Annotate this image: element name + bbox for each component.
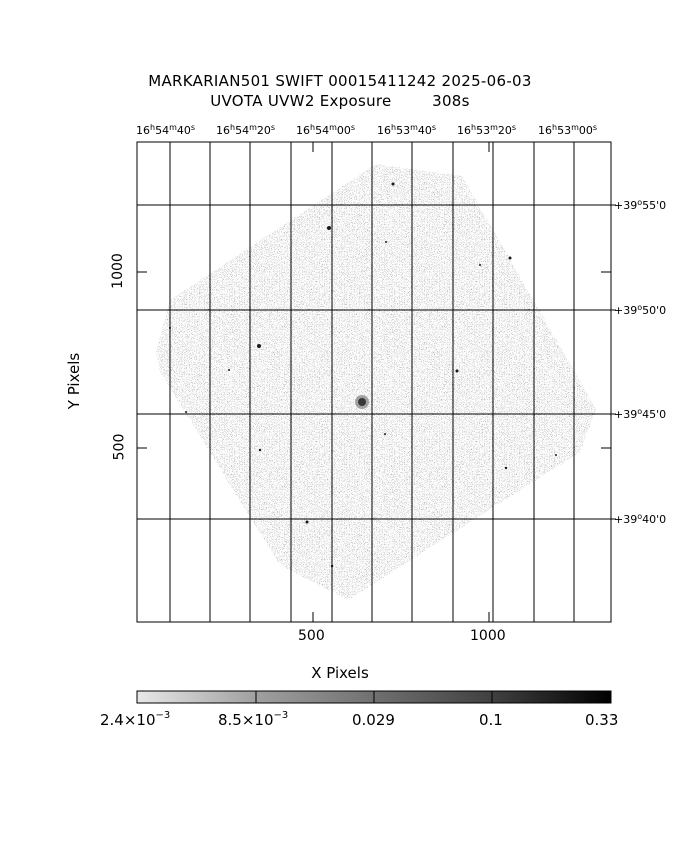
ra-label: 16h54m00s xyxy=(296,123,356,137)
y-axis-label: Y Pixels xyxy=(65,352,84,410)
ra-label: 16h54m20s xyxy=(216,123,276,137)
figure-title-line1: MARKARIAN501 SWIFT 00015411242 2025-06-0… xyxy=(148,72,532,90)
colorbar-tick-label: 0.1 xyxy=(479,711,503,729)
ra-label: 16h54m40s xyxy=(136,123,196,137)
dec-label: +39o50'0 xyxy=(614,303,667,317)
axis-ticks xyxy=(137,142,616,622)
x-tick-label: 1000 xyxy=(470,628,506,644)
plot-frame xyxy=(136,141,612,623)
x-axis-label: X Pixels xyxy=(311,664,369,682)
figure-title-line2: UVOTA UVW2 Exposure 308s xyxy=(210,92,470,110)
exposure-footprint xyxy=(156,164,596,600)
dec-label: +39o45'0 xyxy=(614,407,667,421)
dec-label: +39o40'0 xyxy=(614,512,667,526)
colorbar xyxy=(136,690,612,704)
ra-label: 16h53m40s xyxy=(377,123,437,137)
ra-label: 16h53m20s xyxy=(457,123,517,137)
x-tick-label: 500 xyxy=(298,628,325,644)
dec-label: +39o55'0 xyxy=(614,198,667,212)
colorbar-tick-label: 0.33 xyxy=(585,711,619,729)
coordinate-grid xyxy=(137,142,611,622)
colorbar-tick-label: 2.4×10−3 xyxy=(100,710,171,729)
colorbar-tick-label: 8.5×10−3 xyxy=(218,710,289,729)
ra-label: 16h53m00s xyxy=(538,123,598,137)
colorbar-tick-label: 0.029 xyxy=(352,711,395,729)
point-sources xyxy=(169,182,557,568)
y-tick-label: 1000 xyxy=(109,253,126,289)
y-tick-label: 500 xyxy=(111,433,128,461)
